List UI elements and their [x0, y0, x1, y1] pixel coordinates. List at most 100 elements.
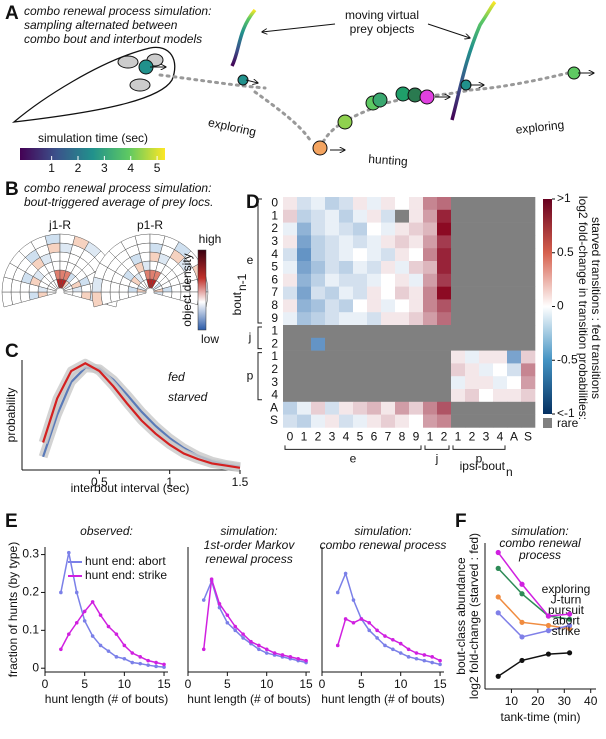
- heatmap-cell: [423, 389, 438, 403]
- chart-title: simulation:: [220, 524, 277, 538]
- heatmap-cell: [395, 337, 410, 351]
- heatmap-cell: [339, 325, 354, 339]
- chart-title: 1st-order Markov: [204, 538, 296, 552]
- heatmap-cell: [423, 261, 438, 275]
- heatmap-cell: [367, 299, 382, 313]
- heatmap-cell: [437, 376, 452, 390]
- heatmap-cell: [465, 376, 480, 390]
- column-label: A: [510, 430, 518, 444]
- heatmap-cell: [311, 197, 326, 211]
- heatmap-cell: [353, 389, 368, 403]
- map-cell: [1, 276, 13, 293]
- heatmap-cell: [395, 286, 410, 300]
- heatmap-cell: [451, 363, 466, 377]
- map-label: j1-R: [48, 218, 71, 232]
- y-axis-label: bout-class abundance: [454, 557, 468, 675]
- heatmap-cell: [325, 286, 340, 300]
- heatmap-cell: [325, 261, 340, 275]
- data-point: [495, 610, 501, 616]
- column-label: 4: [343, 430, 350, 444]
- colorbar-title: object density: [180, 253, 194, 326]
- heatmap-cell: [479, 401, 494, 415]
- data-point: [566, 611, 573, 617]
- column-label: 2: [469, 430, 476, 444]
- heatmap-cell: [507, 401, 522, 415]
- row-label: 1: [271, 208, 278, 222]
- map-cell: [72, 291, 83, 299]
- heatmap-cell: [297, 286, 312, 300]
- x-tick-label: 0.5: [91, 475, 108, 489]
- data-point: [566, 622, 573, 629]
- panel-title: sampling alternated between: [24, 18, 178, 32]
- data-point: [375, 636, 379, 640]
- data-point: [98, 643, 103, 648]
- path-trace: [158, 73, 267, 90]
- heatmap-cell: [367, 401, 382, 415]
- heatmap-cell: [451, 389, 466, 403]
- heatmap-cell: [479, 286, 494, 300]
- heatmap-cell: [423, 286, 438, 300]
- data-point: [201, 647, 206, 652]
- heatmap-cell: [409, 261, 424, 275]
- data-point: [162, 665, 166, 669]
- x-tick-label: 30: [558, 694, 572, 708]
- map-cell: [44, 233, 61, 245]
- heatmap-cell: [437, 389, 452, 403]
- heatmap-cell: [395, 376, 410, 390]
- heatmap-cell: [395, 235, 410, 249]
- group-label: p: [476, 452, 483, 466]
- map-cell: [127, 291, 138, 299]
- heatmap-cell: [451, 299, 466, 313]
- heatmap-cell: [507, 209, 522, 223]
- heatmap-cell: [479, 299, 494, 313]
- colorbar-tick-label: >1: [557, 191, 571, 205]
- data-point: [351, 598, 356, 602]
- heatmap-cell: [479, 337, 494, 351]
- prey-trajectory: [450, 0, 497, 121]
- x-tick-label: 5: [224, 677, 231, 691]
- data-point: [241, 636, 245, 640]
- heatmap-cell: [283, 363, 298, 377]
- heatmap-cell: [367, 286, 382, 300]
- heatmap-cell: [409, 222, 424, 236]
- heatmap-cell: [423, 222, 438, 236]
- heatmap-cell: [423, 273, 438, 287]
- heatmap-cell: [493, 273, 508, 287]
- heatmap-cell: [423, 312, 438, 326]
- heatmap-cell: [409, 363, 424, 377]
- data-point: [430, 655, 434, 659]
- heatmap-cell: [493, 248, 508, 262]
- legend-label: strike: [552, 624, 581, 638]
- heatmap-cell: [283, 235, 298, 249]
- heatmap-cell: [437, 363, 452, 377]
- heatmap-cell: [311, 414, 326, 428]
- series-line: [497, 596, 570, 630]
- data-point: [209, 577, 214, 581]
- path-trace: [253, 70, 574, 150]
- y-tick-label: 0.3: [22, 547, 39, 561]
- heatmap-cell: [283, 350, 298, 364]
- heatmap-cell: [507, 222, 522, 236]
- heatmap-cell: [311, 363, 326, 377]
- data-point: [414, 656, 419, 661]
- heatmap-cell: [353, 299, 368, 313]
- data-point: [257, 647, 261, 652]
- heatmap-cell: [409, 235, 424, 249]
- x-tick-label: 15: [157, 677, 171, 691]
- heatmap-cell: [423, 235, 438, 249]
- heatmap-cell: [353, 376, 368, 390]
- data-point: [495, 565, 501, 571]
- heatmap-cell: [521, 389, 536, 403]
- data-point: [566, 650, 573, 656]
- heatmap-cell: [493, 209, 508, 223]
- x-axis-label: hunt length (# of bouts): [45, 692, 168, 706]
- heatmap-cell: [297, 222, 312, 236]
- x-tick-label: 10: [394, 677, 408, 691]
- data-point: [201, 598, 206, 602]
- heatmap-cell: [283, 337, 298, 351]
- heatmap-cell: [409, 286, 424, 300]
- x-tick-label: 0: [319, 677, 326, 691]
- heatmap-cell: [521, 325, 536, 339]
- heatmap-cell: [521, 401, 536, 415]
- data-point: [82, 619, 87, 623]
